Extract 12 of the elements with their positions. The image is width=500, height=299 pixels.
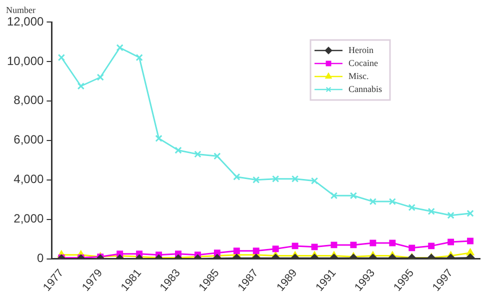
- y-axis-title: Number: [6, 4, 36, 15]
- y-tick-label: 6,000: [14, 132, 44, 147]
- y-tick-label: 2,000: [14, 212, 44, 226]
- legend-label: Misc.: [348, 70, 369, 81]
- legend-label: Cocaine: [348, 58, 378, 68]
- legend-label: Cannabis: [348, 84, 382, 94]
- legend-label: Heroin: [348, 44, 374, 55]
- y-tick-label: 12,000: [7, 14, 44, 28]
- y-tick-label: 8,000: [14, 93, 44, 108]
- y-tick-label: 10,000: [7, 54, 44, 68]
- y-tick-label: 0: [37, 251, 44, 266]
- y-tick-label: 4,000: [14, 172, 44, 186]
